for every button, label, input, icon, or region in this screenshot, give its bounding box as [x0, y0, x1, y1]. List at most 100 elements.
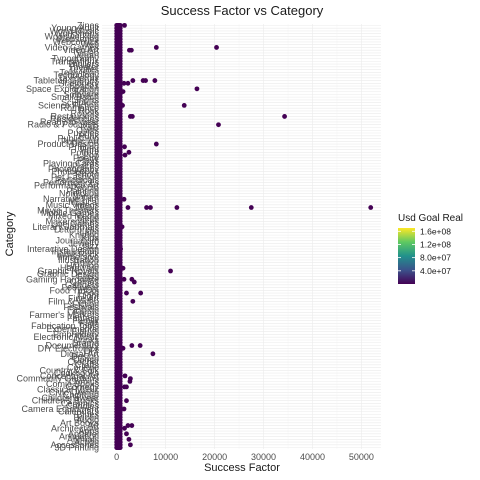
y-tick-label: Knitting [69, 230, 99, 240]
legend-breaks: 1.6e+08 1.2e+08 8.0e+07 4.0e+07 [398, 226, 451, 276]
y-tick-label: Photo [75, 169, 99, 179]
y-tick-label: Textiles [69, 65, 100, 75]
y-tick-label: Product Design [37, 139, 99, 149]
y-tick-label: Faith [79, 318, 99, 328]
y-tick-label: Punk [78, 131, 99, 141]
y-tick-label: Architecture [51, 423, 99, 433]
y-tick-label: Software [63, 89, 99, 99]
series [114, 22, 374, 451]
data-point [248, 205, 254, 210]
y-tick-label: Drinks [73, 335, 99, 345]
data-point [127, 376, 133, 382]
y-tick-label: Painting [66, 186, 99, 196]
y-tick-label: Radio & Podcasts [27, 120, 99, 130]
y-tick-label: Blues [76, 410, 99, 420]
data-point [120, 103, 125, 108]
y-tick-label: Festivals [63, 302, 99, 312]
y-tick-label: Taxidermy [58, 73, 100, 83]
data-point [124, 398, 129, 404]
y-tick-label: Film & Video [48, 296, 99, 306]
y-tick-label: Crochet [67, 357, 99, 367]
y-tick-label: Live Games [51, 219, 100, 229]
data-point [124, 431, 129, 437]
y-tick-label: Playing Cards [43, 158, 100, 168]
y-tick-label: Latin [79, 227, 99, 237]
plot-panel: 3D PrintingAccessoriesActionAnimalsAnima… [16, 20, 381, 462]
y-tick-label: Candles [66, 401, 100, 411]
data-point [144, 205, 149, 210]
y-tick-label: Farmer's Markets [29, 310, 99, 320]
y-axis-ticks: 3D PrintingAccessoriesActionAnimalsAnima… [16, 20, 99, 452]
y-tick-label: Drama [72, 338, 99, 348]
data-point [122, 152, 128, 158]
data-point [121, 80, 127, 86]
data-point [122, 373, 128, 379]
legend-break-label: 1.6e+08 [420, 226, 451, 236]
y-tick-label: Webseries [57, 34, 100, 44]
data-point [124, 384, 129, 390]
y-tick-label: Mixed Media [48, 211, 99, 221]
y-tick-label: Video Games [45, 42, 100, 52]
y-tick-label: Classical Music [37, 385, 100, 395]
chart-title: Success Factor vs Category [161, 3, 324, 18]
y-tick-label: Metal [77, 214, 99, 224]
y-tick-label: Nonfiction [59, 189, 99, 199]
y-tick-label: Translations [50, 56, 99, 66]
data-point [130, 78, 136, 83]
y-tick-label: Public Art [61, 136, 100, 146]
y-tick-label: Space Exploration [26, 84, 99, 94]
y-tick-label: Fashion [67, 305, 99, 315]
y-tick-label: R&B [80, 122, 99, 132]
x-tick-label: 20000 [202, 452, 227, 462]
y-tick-label: Food [78, 288, 99, 298]
y-tick-label: Photobooks [51, 167, 99, 177]
y-tick-label: Letterpress [54, 225, 100, 235]
data-point [120, 265, 126, 271]
data-point [126, 436, 132, 442]
y-tick-label: People [71, 183, 99, 193]
y-tick-label: Printing [68, 142, 99, 152]
y-tick-label: Illustration [58, 255, 99, 265]
data-point [125, 205, 131, 210]
y-tick-label: Technology [53, 70, 99, 80]
y-tick-label: Family [73, 316, 100, 326]
data-point [129, 423, 135, 428]
y-tick-label: Literary Journals [32, 222, 99, 232]
y-tick-label: Fiction [72, 299, 99, 309]
y-tick-label: Rock [78, 106, 99, 116]
data-point [168, 268, 173, 274]
y-tick-label: Vegan [73, 51, 99, 61]
y-tick-label: Tabletop Games [33, 76, 99, 86]
y-tick-label: Sound [73, 87, 99, 97]
y-tick-label: Kids [81, 233, 99, 243]
data-point [122, 425, 127, 431]
y-tick-label: Jazz [80, 241, 99, 251]
data-point [148, 205, 153, 210]
y-tick-label: Community Gardens [16, 374, 99, 384]
color-legend: Usd Goal Real 1.6e+08 1.2e+08 8.0e+07 4.0e+… [398, 213, 463, 284]
y-tick-label: Pop [83, 150, 99, 160]
x-axis-ticks: 0 10000 20000 30000 40000 50000 [114, 452, 374, 462]
data-point [122, 22, 127, 28]
data-point [143, 78, 148, 83]
y-tick-label: Science Fiction [38, 100, 99, 110]
data-point [120, 89, 126, 95]
x-tick-label: 40000 [300, 452, 325, 462]
data-point [153, 45, 159, 50]
y-tick-label: Web [81, 40, 99, 50]
data-point [138, 290, 144, 296]
y-tick-label: Footwear [61, 283, 99, 293]
data-point [194, 86, 200, 92]
data-point [181, 103, 187, 108]
y-tick-label: Bacon [73, 412, 99, 422]
y-tick-label: Food Trucks [49, 285, 99, 295]
y-tick-label: Ready-to-wear [40, 117, 99, 127]
y-tick-label: Movie Theaters [37, 205, 99, 215]
y-tick-label: Typography [52, 53, 100, 63]
data-point [150, 351, 156, 357]
data-point [137, 343, 143, 348]
data-point [129, 343, 135, 348]
y-tick-label: Design [71, 352, 99, 362]
legend-break-label: 8.0e+07 [420, 253, 451, 263]
data-point [122, 144, 127, 150]
